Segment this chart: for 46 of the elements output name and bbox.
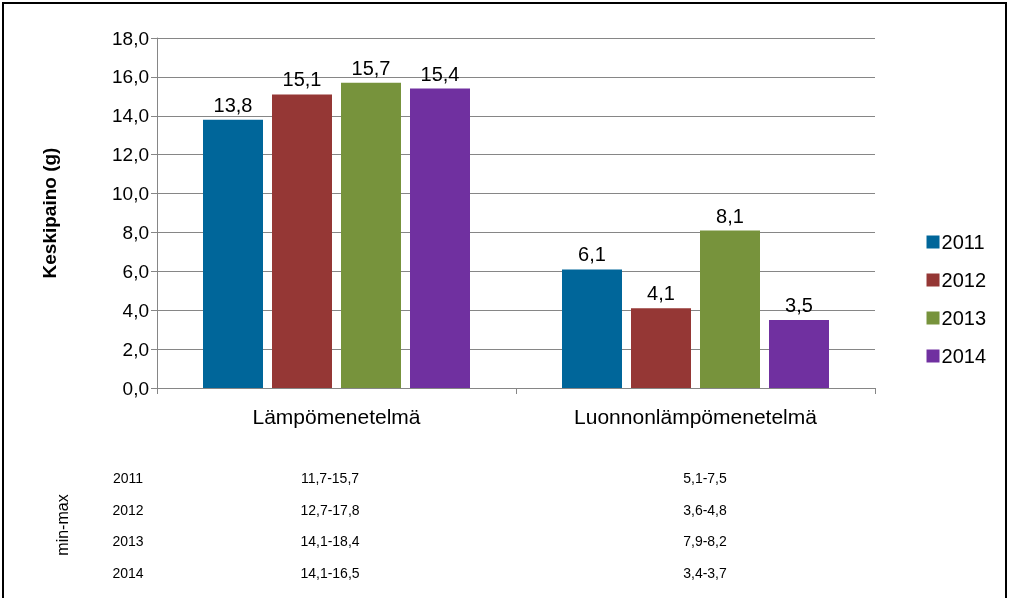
bar <box>272 94 332 388</box>
bar <box>410 88 470 388</box>
y-tick-label: 16,0 <box>112 66 149 88</box>
text: 3,6-4,8 <box>683 501 727 518</box>
legend-label: 2014 <box>941 345 987 367</box>
text: 3,4-3,7 <box>683 564 727 581</box>
x-tick-label: Luonnonlämpömenetelmä <box>574 405 818 428</box>
y-tick-label: 2,0 <box>122 338 149 360</box>
data-label: 3,5 <box>785 293 813 316</box>
legend-label: 2013 <box>941 307 987 329</box>
bar <box>562 269 622 388</box>
data-label: 4,1 <box>647 282 675 305</box>
bar <box>341 82 401 388</box>
data-label: 15,7 <box>351 56 391 79</box>
bar <box>700 230 760 388</box>
text: 11,7-15,7 <box>300 470 360 486</box>
bar <box>769 319 829 388</box>
text: 12,7-17,8 <box>300 501 360 518</box>
y-tick-label: 12,0 <box>112 144 149 166</box>
x-tick-label: Lämpömenetelmä <box>252 405 421 428</box>
bar <box>203 119 263 388</box>
data-label: 6,1 <box>578 243 606 266</box>
y-tick-label: 10,0 <box>112 183 149 205</box>
text: 7,9-8,2 <box>683 533 727 549</box>
text: 14,1-16,5 <box>300 564 360 581</box>
y-axis-title: Keskipaino (g) <box>39 147 60 279</box>
text: 2014 <box>112 564 144 581</box>
text: min-max <box>53 494 71 556</box>
y-tick-label: 18,0 <box>112 27 149 49</box>
y-tick-label: 6,0 <box>122 260 149 282</box>
data-label: 8,1 <box>716 204 744 227</box>
y-tick-label: 8,0 <box>122 221 149 243</box>
y-tick-label: 14,0 <box>112 105 149 127</box>
y-tick-label: 0,0 <box>122 377 149 399</box>
y-tick-label: 4,0 <box>122 299 149 321</box>
text: 14,1-18,4 <box>300 533 360 549</box>
legend-label: 2011 <box>941 231 985 253</box>
data-label: 13,8 <box>213 93 253 116</box>
text: 2011 <box>112 470 144 486</box>
text: 2013 <box>112 533 144 549</box>
data-label: 15,4 <box>420 62 460 85</box>
legend-label: 2012 <box>941 269 987 291</box>
bar <box>631 308 691 388</box>
text: 5,1-7,5 <box>683 470 727 486</box>
data-label: 15,1 <box>282 68 322 91</box>
text: 2012 <box>112 501 144 518</box>
